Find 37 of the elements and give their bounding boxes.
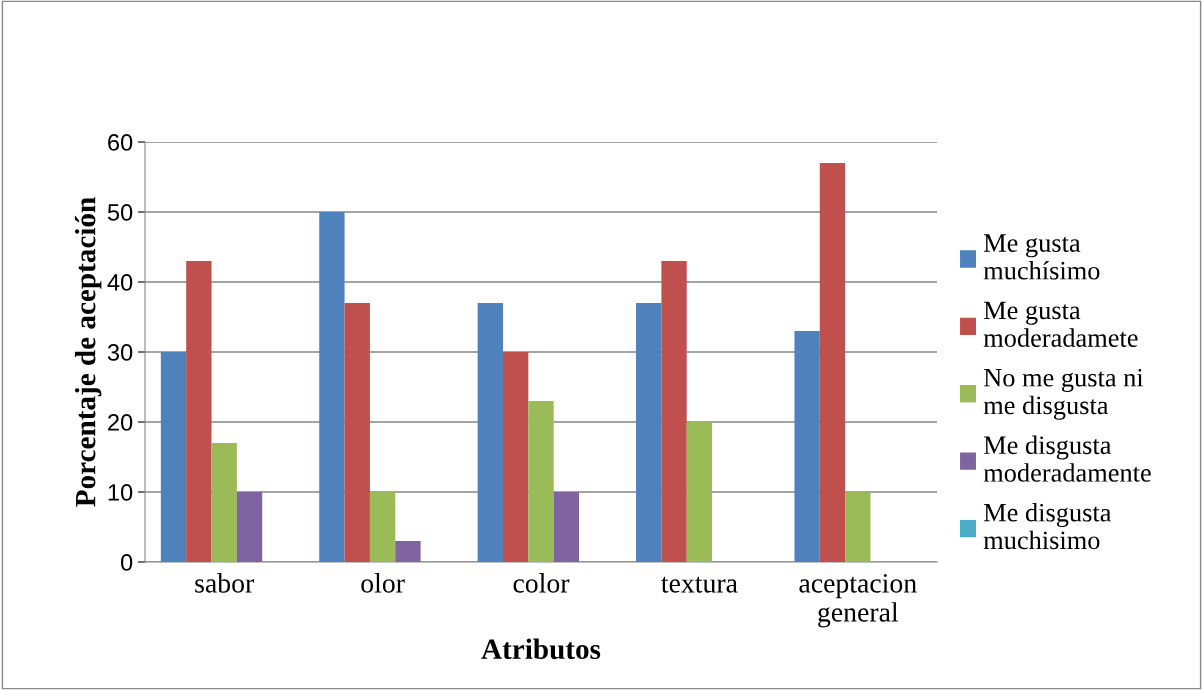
bar (160, 352, 187, 562)
bar (477, 303, 503, 562)
x-tick-label: textura (661, 576, 738, 593)
bar (845, 492, 871, 562)
legend-label: Me gusta moderadamete (983, 301, 1138, 347)
bar (794, 331, 820, 562)
x-tick-label: color (513, 573, 570, 593)
x-tick-label: olor (361, 573, 405, 593)
bar (319, 212, 345, 562)
y-tick-label: 20 (108, 414, 133, 431)
legend-label: Me gusta muchísimo (983, 234, 1100, 280)
bar (819, 163, 846, 562)
x-tick-label: sabor (195, 573, 255, 593)
bar (528, 401, 554, 562)
y-tick-label: 50 (107, 204, 133, 221)
bar (211, 443, 237, 562)
bar (395, 541, 421, 562)
y-tick-label: 0 (120, 554, 133, 571)
bar (686, 422, 713, 562)
bar (636, 303, 662, 562)
bar (186, 261, 212, 562)
bar (344, 303, 370, 562)
y-tick-label: 30 (107, 344, 133, 361)
legend-label: Me disgusta moderadamente (983, 435, 1151, 482)
y-tick-label: 60 (108, 134, 133, 151)
bar (553, 492, 580, 562)
legend-label: Me disgusta muchisimo (983, 502, 1112, 550)
y-axis-title: Porcentaje de aceptación (74, 197, 102, 507)
x-axis-title: Atributos (481, 638, 601, 660)
bar (369, 492, 396, 562)
bar (236, 492, 263, 562)
bar (661, 261, 687, 562)
y-tick-label: 40 (107, 274, 133, 291)
y-tick-label: 10 (108, 484, 133, 501)
legend-label: No me gusta ni me disgusta (983, 368, 1144, 420)
x-tick-label: aceptacion general (799, 573, 917, 628)
bar (502, 352, 529, 562)
